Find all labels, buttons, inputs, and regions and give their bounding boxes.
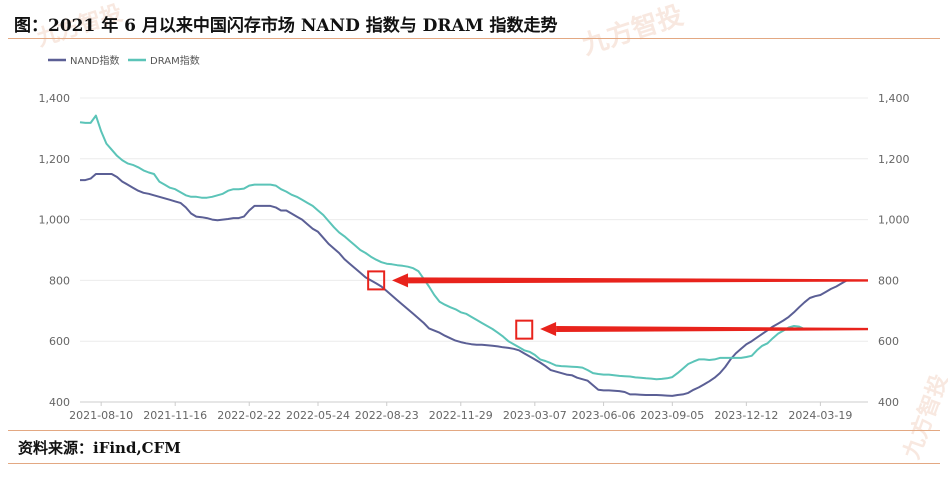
annotation-arrow-shaft (556, 326, 868, 333)
y-tick-label-left: 1,000 (39, 214, 71, 227)
legend-label-dram: DRAM指数 (150, 54, 200, 67)
series-line-nand (80, 173, 848, 397)
series-line-dram (79, 114, 816, 381)
y-tick-label-left: 1,400 (39, 92, 71, 105)
figure-title-bar: 图：2021 年 6 月以来中国闪存市场 NAND 指数与 DRAM 指数走势 (8, 8, 940, 39)
y-tick-label-right: 400 (878, 396, 899, 409)
x-tick-label: 2022-11-29 (429, 409, 493, 422)
annotation-arrow-head (540, 322, 557, 337)
annotations (367, 270, 868, 340)
legend: NAND指数 DRAM指数 (48, 54, 200, 67)
y-tick-label-right: 1,200 (878, 153, 910, 166)
annotation-arrow-head (392, 273, 409, 288)
annotation-arrow-shaft (408, 277, 868, 284)
y-tick-label-left: 800 (49, 274, 70, 287)
y-tick-label-right: 1,000 (878, 214, 910, 227)
y-tick-label-left: 400 (49, 396, 70, 409)
y-tick-label-right: 1,400 (878, 92, 910, 105)
x-tick-label: 2022-02-22 (217, 409, 281, 422)
line-chart: NAND指数 DRAM指数 400 600 800 1,000 1,200 1,400 40… (39, 54, 910, 422)
x-tick-label: 2021-08-10 (69, 409, 133, 422)
y-axis-left: 400 600 800 1,000 1,200 1,400 (39, 92, 71, 409)
figure-title: 图：2021 年 6 月以来中国闪存市场 NAND 指数与 DRAM 指数走势 (14, 15, 558, 36)
chart-container: NAND指数 DRAM指数 400 600 800 1,000 1,200 1,400 40… (8, 40, 940, 430)
x-tick-label: 2024-03-19 (788, 409, 852, 422)
x-tick-label: 2023-06-06 (572, 409, 636, 422)
highlight-marker (367, 270, 386, 291)
source-note: 资料来源：iFind,CFM (18, 438, 181, 457)
y-tick-label-right: 800 (878, 274, 899, 287)
x-tick-label: 2023-12-12 (714, 409, 778, 422)
legend-label-nand: NAND指数 (70, 54, 120, 67)
x-tick-label: 2022-05-24 (286, 409, 350, 422)
y-tick-label-right: 600 (878, 335, 899, 348)
x-tick-label: 2022-08-23 (355, 409, 419, 422)
y-tick-label-left: 1,200 (39, 153, 71, 166)
x-axis: 2021-08-10 2021-11-16 2022-02-22 2022-05-24… (69, 401, 868, 422)
y-tick-label-left: 600 (49, 335, 70, 348)
source-bar: 资料来源：iFind,CFM (8, 430, 940, 464)
y-axis-right: 400 600 800 1,000 1,200 1,400 (878, 92, 910, 409)
x-tick-label: 2023-03-07 (503, 409, 567, 422)
x-tick-label: 2021-11-16 (143, 409, 207, 422)
series-group (79, 114, 848, 397)
x-tick-label: 2023-09-05 (640, 409, 704, 422)
highlight-marker (515, 319, 534, 340)
